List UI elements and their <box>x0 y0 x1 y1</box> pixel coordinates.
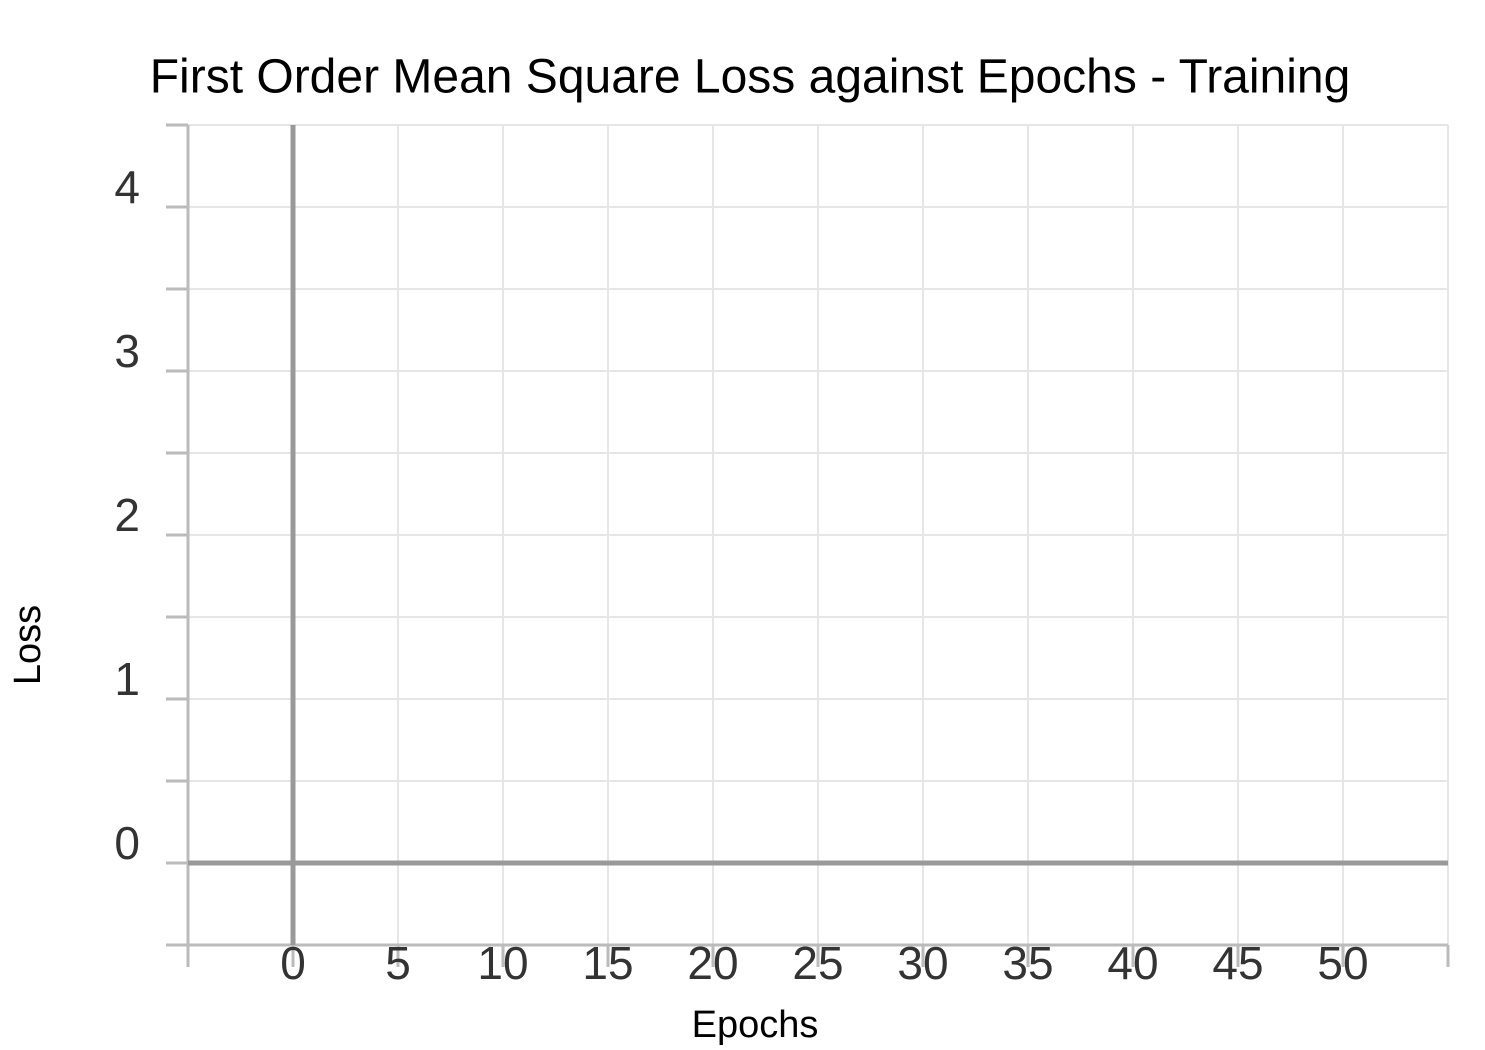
x-axis-label: Epochs <box>692 1004 819 1046</box>
grid <box>187 124 1449 946</box>
y-tick-label: 2 <box>114 489 140 541</box>
y-tick-label: 3 <box>114 325 140 377</box>
chart-title: First Order Mean Square Loss against Epo… <box>150 51 1351 104</box>
y-tick-label: 1 <box>114 653 140 705</box>
y-tick-label: 0 <box>114 817 140 869</box>
y-axis-label: Loss <box>7 605 49 685</box>
y-tick-label: 4 <box>114 161 140 213</box>
